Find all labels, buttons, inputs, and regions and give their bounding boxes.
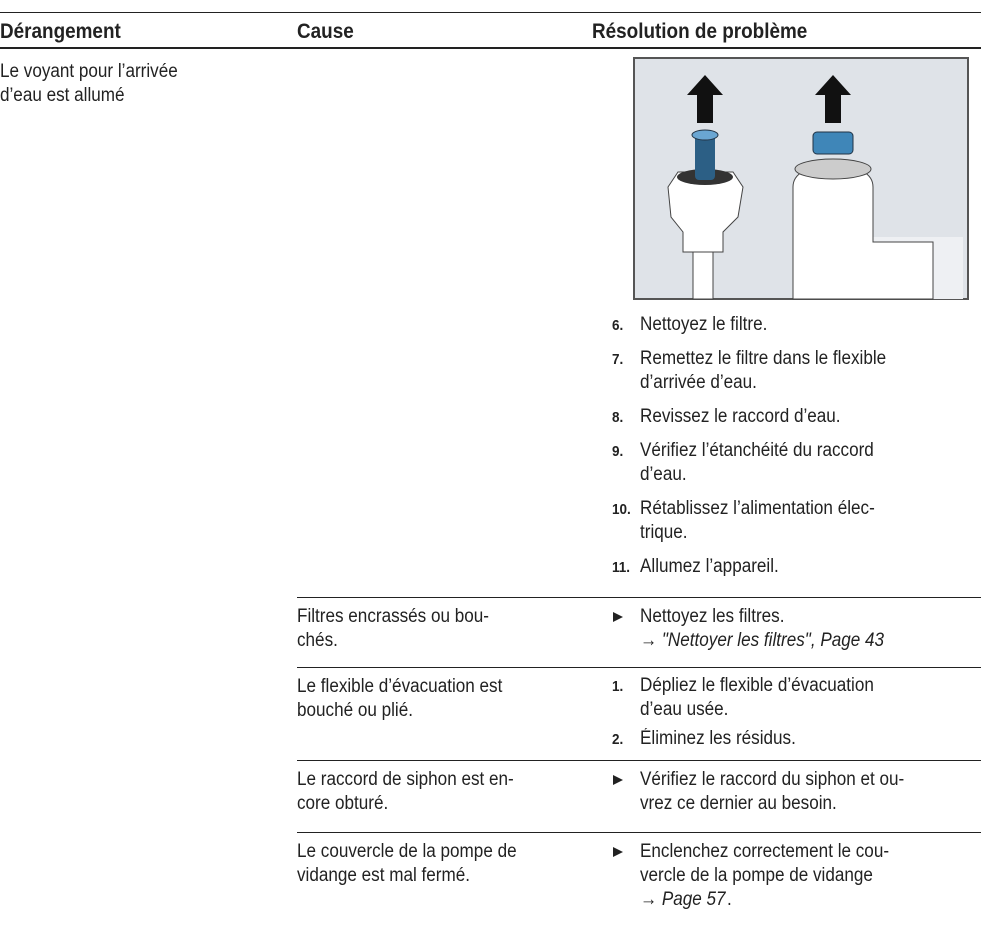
cause-text: Filtres encrassés ou bou-: [297, 606, 489, 627]
step-number: 7.: [612, 351, 624, 368]
step-text: Dépliez le flexible d’évacuation: [640, 675, 874, 696]
step-number: 6.: [612, 317, 624, 334]
fault-text: d’eau est allumé: [0, 85, 125, 106]
step-text: Éliminez les résidus.: [640, 728, 796, 749]
step-number: 9.: [612, 443, 624, 460]
action-text: vrez ce dernier au besoin.: [640, 793, 837, 814]
row-rule: [297, 667, 981, 668]
cause-text: Le raccord de siphon est en-: [297, 769, 514, 790]
header-rule: [0, 47, 981, 49]
row-rule: [297, 760, 981, 761]
step-text: d’arrivée d’eau.: [640, 372, 757, 393]
cause-text: Le couvercle de la pompe de: [297, 841, 517, 862]
step-number: 2.: [612, 731, 624, 748]
link-suffix: .: [726, 889, 732, 910]
bullet: [613, 847, 623, 857]
top-rule: [0, 12, 981, 13]
cause-text: core obturé.: [297, 793, 389, 814]
step-number: 11.: [612, 559, 631, 576]
cause-text: chés.: [297, 630, 338, 651]
bullet: [613, 775, 623, 785]
step-text: Allumez l’appareil.: [640, 556, 779, 577]
step-text: Rétablissez l’alimentation élec-: [640, 498, 875, 519]
row-rule: [297, 832, 981, 833]
step-text: Vérifiez l’étanchéité du raccord: [640, 440, 874, 461]
cause-text: vidange est mal fermé.: [297, 865, 470, 886]
header-cell: Dérangement: [0, 20, 121, 43]
bullet: [613, 612, 623, 622]
row-rule: [297, 597, 981, 598]
step-text: Revissez le raccord d’eau.: [640, 406, 841, 427]
step-number: 1.: [612, 678, 624, 695]
step-text: d’eau.: [640, 464, 687, 485]
action-text: Vérifiez le raccord du siphon et ou-: [640, 769, 905, 790]
action-text: vercle de la pompe de vidange: [640, 865, 873, 886]
link: → "Nettoyer les filtres", Page 43: [640, 630, 885, 651]
cause-text: Le flexible d’évacuation est: [297, 676, 503, 697]
action-text: Nettoyez les filtres.: [640, 606, 785, 627]
step-text: Nettoyez le filtre.: [640, 314, 768, 335]
step-text: Remettez le filtre dans le flexible: [640, 348, 887, 369]
header-cell: Résolution de problème: [592, 20, 808, 43]
fault-text: Le voyant pour l’arrivée: [0, 61, 178, 82]
step-number: 8.: [612, 409, 624, 426]
step-text: d’eau usée.: [640, 699, 729, 720]
step-text: trique.: [640, 522, 688, 543]
cause-text: bouché ou plié.: [297, 700, 414, 721]
action-text: Enclenchez correctement le cou-: [640, 841, 890, 862]
filter-illustration: [633, 57, 969, 300]
step-number: 10.: [612, 501, 631, 518]
header-cell: Cause: [297, 20, 354, 43]
link: → Page 57: [640, 889, 726, 910]
